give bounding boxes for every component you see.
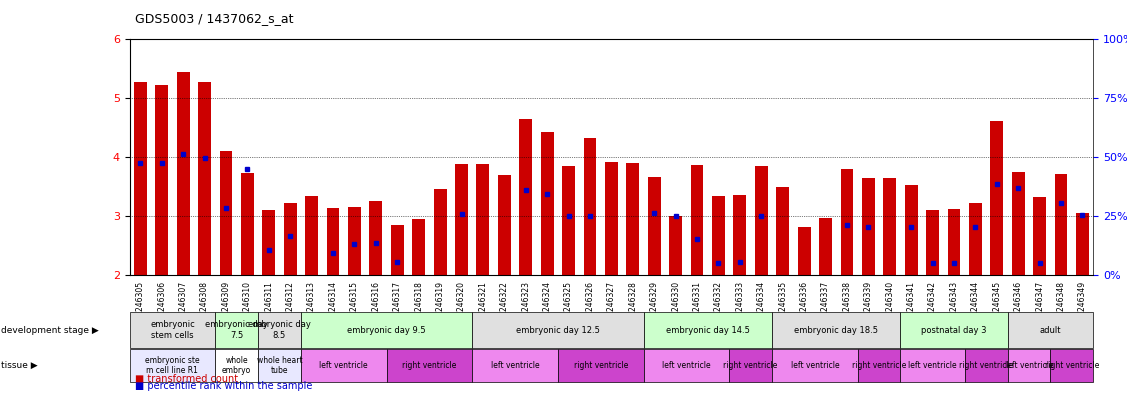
Bar (926, 210, 939, 275)
Bar (156, 85, 168, 275)
Text: ■ transformed count: ■ transformed count (135, 375, 239, 384)
Text: right ventricle: right ventricle (574, 361, 628, 370)
Bar (198, 82, 211, 275)
Text: left ventricle: left ventricle (1004, 361, 1054, 370)
Bar (284, 203, 296, 275)
Text: embryonic day 18.5: embryonic day 18.5 (795, 326, 878, 334)
Bar (648, 176, 660, 275)
Bar (669, 216, 682, 275)
Text: left ventricle: left ventricle (790, 361, 840, 370)
Text: right ventricle: right ventricle (402, 361, 456, 370)
Bar (777, 187, 789, 275)
Bar (520, 119, 532, 275)
Bar (884, 178, 896, 275)
Bar (905, 185, 917, 275)
Bar (691, 165, 703, 275)
Text: left ventricle: left ventricle (662, 361, 711, 370)
Bar (755, 166, 767, 275)
Bar (455, 164, 468, 275)
Bar (1012, 172, 1024, 275)
Text: left ventricle: left ventricle (319, 361, 369, 370)
Text: tissue ▶: tissue ▶ (1, 361, 37, 370)
Bar (241, 173, 254, 275)
Bar (134, 82, 147, 275)
Bar (605, 162, 618, 275)
Bar (862, 178, 875, 275)
Bar (177, 72, 189, 275)
Text: ■ percentile rank within the sample: ■ percentile rank within the sample (135, 381, 312, 391)
Text: left ventricle: left ventricle (490, 361, 540, 370)
Text: right ventricle: right ventricle (724, 361, 778, 370)
Bar (798, 227, 810, 275)
Text: embryonic
stem cells: embryonic stem cells (150, 320, 195, 340)
Bar (1076, 213, 1089, 275)
Text: whole
embryo: whole embryo (222, 356, 251, 375)
Bar (327, 208, 339, 275)
Bar (627, 163, 639, 275)
Text: postnatal day 3: postnatal day 3 (921, 326, 987, 334)
Bar (841, 169, 853, 275)
Text: GDS5003 / 1437062_s_at: GDS5003 / 1437062_s_at (135, 12, 294, 25)
Bar (819, 218, 832, 275)
Bar (391, 225, 403, 275)
Text: right ventricle: right ventricle (852, 361, 906, 370)
Bar (477, 164, 489, 275)
Text: embryonic day
7.5: embryonic day 7.5 (205, 320, 268, 340)
Bar (991, 121, 1003, 275)
Text: right ventricle: right ventricle (959, 361, 1013, 370)
Bar (434, 189, 446, 275)
Bar (969, 203, 982, 275)
Bar (498, 175, 511, 275)
Text: adult: adult (1039, 326, 1062, 334)
Text: embryonic ste
m cell line R1: embryonic ste m cell line R1 (145, 356, 199, 375)
Bar (1055, 174, 1067, 275)
Text: left ventricle: left ventricle (908, 361, 957, 370)
Text: right ventricle: right ventricle (1045, 361, 1099, 370)
Text: embryonic day 14.5: embryonic day 14.5 (666, 326, 749, 334)
Bar (263, 210, 275, 275)
Bar (734, 195, 746, 275)
Bar (348, 207, 361, 275)
Bar (305, 195, 318, 275)
Bar (712, 195, 725, 275)
Bar (220, 151, 232, 275)
Bar (948, 209, 960, 275)
Bar (562, 166, 575, 275)
Text: whole heart
tube: whole heart tube (257, 356, 302, 375)
Text: embryonic day 9.5: embryonic day 9.5 (347, 326, 426, 334)
Bar (1033, 196, 1046, 275)
Text: development stage ▶: development stage ▶ (1, 326, 99, 334)
Bar (584, 138, 596, 275)
Text: embryonic day
8.5: embryonic day 8.5 (248, 320, 311, 340)
Bar (370, 201, 382, 275)
Bar (412, 219, 425, 275)
Bar (541, 132, 553, 275)
Text: embryonic day 12.5: embryonic day 12.5 (516, 326, 600, 334)
